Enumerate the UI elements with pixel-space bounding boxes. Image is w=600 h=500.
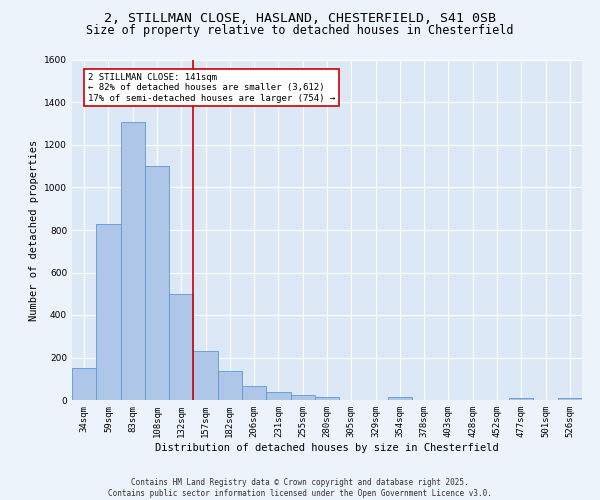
Bar: [242, 386, 266, 400]
Bar: [96, 224, 121, 400]
Bar: [72, 368, 96, 400]
Bar: [121, 122, 145, 400]
Bar: [290, 394, 315, 400]
Bar: [266, 392, 290, 400]
Bar: [145, 166, 169, 400]
Bar: [193, 351, 218, 400]
Bar: [218, 372, 242, 400]
Text: Contains HM Land Registry data © Crown copyright and database right 2025.
Contai: Contains HM Land Registry data © Crown c…: [108, 478, 492, 498]
Bar: [169, 294, 193, 400]
Y-axis label: Number of detached properties: Number of detached properties: [29, 140, 38, 320]
Text: 2 STILLMAN CLOSE: 141sqm
← 82% of detached houses are smaller (3,612)
17% of sem: 2 STILLMAN CLOSE: 141sqm ← 82% of detach…: [88, 72, 335, 102]
Bar: [315, 398, 339, 400]
X-axis label: Distribution of detached houses by size in Chesterfield: Distribution of detached houses by size …: [155, 442, 499, 452]
Bar: [558, 398, 582, 400]
Bar: [388, 397, 412, 400]
Text: 2, STILLMAN CLOSE, HASLAND, CHESTERFIELD, S41 0SB: 2, STILLMAN CLOSE, HASLAND, CHESTERFIELD…: [104, 12, 496, 26]
Text: Size of property relative to detached houses in Chesterfield: Size of property relative to detached ho…: [86, 24, 514, 37]
Bar: [509, 398, 533, 400]
